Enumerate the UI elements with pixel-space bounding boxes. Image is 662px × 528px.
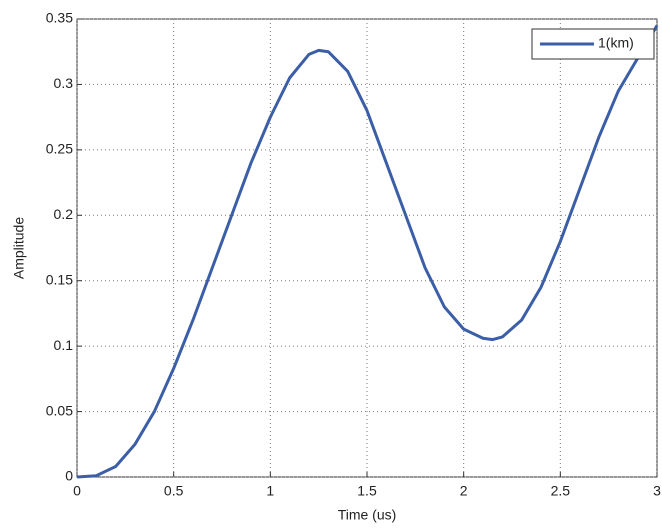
- y-tick-label: 0.15: [46, 271, 73, 287]
- y-tick-label: 0: [65, 468, 73, 484]
- y-tick-label: 0.05: [46, 402, 73, 418]
- y-tick-label: 0.2: [54, 206, 74, 222]
- x-tick-label: 3: [653, 483, 661, 499]
- y-tick-label: 0.3: [54, 75, 74, 91]
- y-tick-label: 0.1: [54, 337, 74, 353]
- x-tick-label: 2: [460, 483, 468, 499]
- x-tick-label: 1.5: [357, 483, 377, 499]
- x-tick-label: 2.5: [551, 483, 571, 499]
- y-tick-label: 0.35: [46, 10, 73, 26]
- y-axis-label: Amplitude: [11, 217, 27, 279]
- x-tick-label: 0: [73, 483, 81, 499]
- x-tick-label: 1: [266, 483, 274, 499]
- y-tick-label: 0.25: [46, 141, 73, 157]
- x-axis-label: Time (us): [338, 507, 397, 523]
- data-line: [76, 24, 659, 479]
- legend-label: 1(km): [598, 35, 634, 51]
- x-tick-label: 0.5: [164, 483, 184, 499]
